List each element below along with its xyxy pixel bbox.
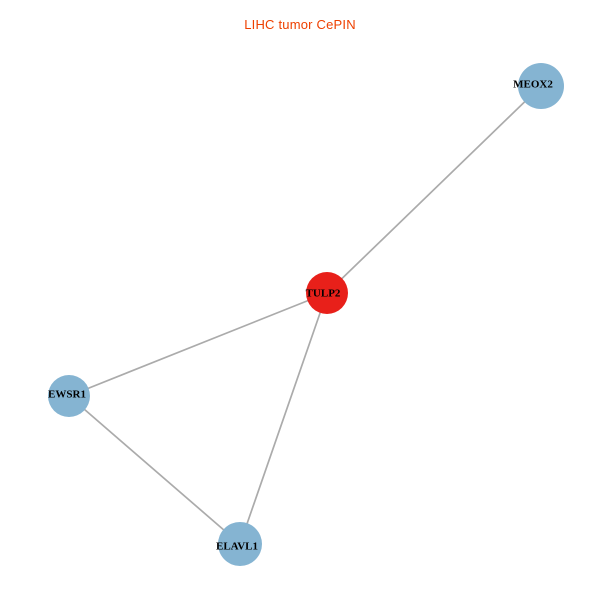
node-circle-tulp2[interactable] (306, 272, 348, 314)
node-meox2[interactable]: MEOX2 (513, 63, 564, 109)
edge-tulp2-elavl1[interactable] (239, 292, 328, 545)
node-ewsr1[interactable]: EWSR1 (48, 375, 90, 417)
node-label-meox2: MEOX2 (513, 79, 553, 91)
node-tulp2[interactable]: TULP2 (306, 272, 348, 314)
edge-tulp2-meox2[interactable] (326, 85, 542, 294)
node-circle-meox2[interactable] (518, 63, 564, 109)
node-label-ewsr1: EWSR1 (48, 389, 86, 401)
nodes-layer: MEOX2 TULP2 EWSR1 ELAVL1 (48, 63, 564, 566)
page-title: LIHC tumor CePIN (244, 17, 356, 32)
node-circle-elavl1[interactable] (218, 522, 262, 566)
node-circle-ewsr1[interactable] (48, 375, 90, 417)
node-label-tulp2: TULP2 (306, 288, 341, 300)
edges-layer (68, 85, 542, 545)
edge-tulp2-ewsr1[interactable] (68, 292, 328, 397)
node-elavl1[interactable]: ELAVL1 (216, 522, 262, 566)
node-label-elavl1: ELAVL1 (216, 541, 258, 553)
edge-ewsr1-elavl1[interactable] (68, 395, 241, 545)
